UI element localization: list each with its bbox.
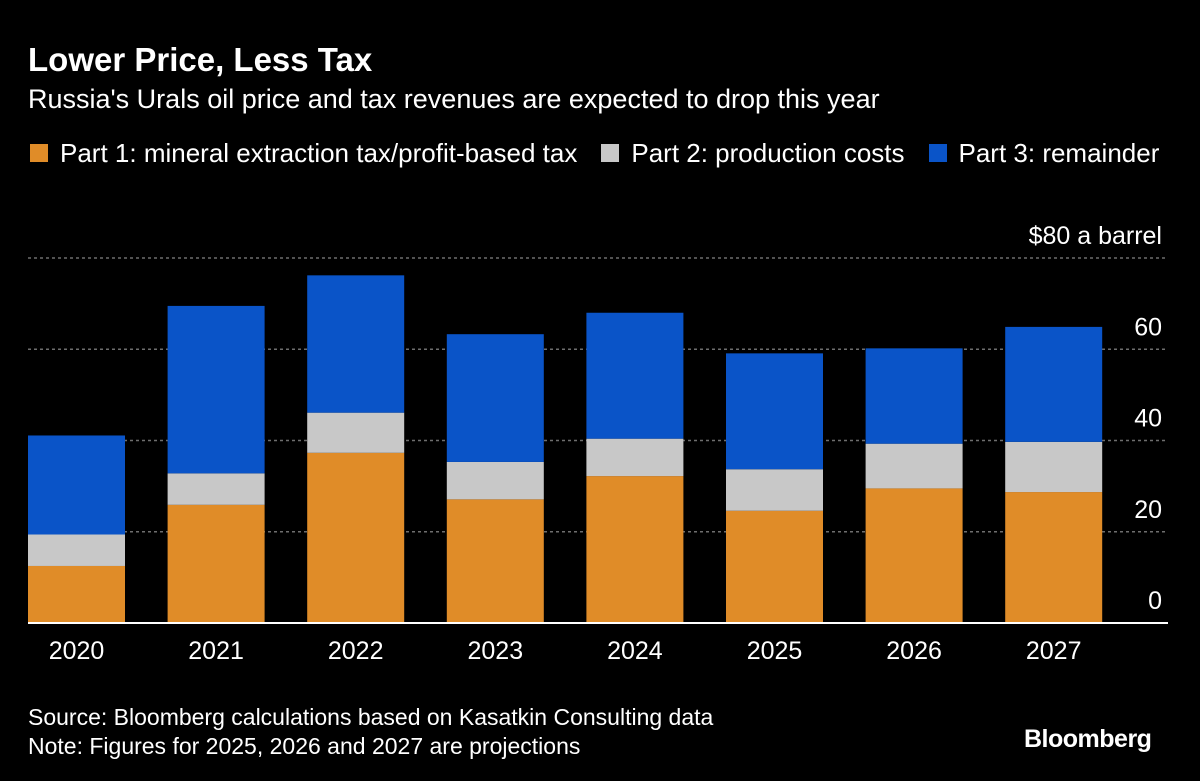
legend-swatch-part-1: [30, 144, 48, 162]
bar-segment-part-3: [167, 305, 265, 474]
y-tick-label: 40: [1134, 405, 1162, 433]
x-tick-label: 2020: [49, 637, 105, 665]
bar-segment-part-1: [726, 510, 823, 623]
x-tick-label: 2023: [467, 637, 523, 665]
chart-title: Lower Price, Less Tax: [28, 41, 373, 78]
x-tick-label: 2025: [747, 637, 803, 665]
legend-item-part-2: Part 2: production costs: [601, 137, 905, 169]
bar-segment-part-1: [28, 565, 125, 623]
legend-label-part-3: Part 3: remainder: [958, 138, 1160, 168]
legend-label-part-1: Part 1: mineral extraction tax/profit-ba…: [60, 138, 578, 168]
x-tick-label: 2021: [188, 637, 244, 665]
bar-segment-part-1: [1005, 492, 1103, 623]
legend-item-part-3: Part 3: remainder: [928, 137, 1160, 169]
note-text: Note: Figures for 2025, 2026 and 2027 ar…: [28, 733, 581, 759]
legend-label-part-2: Part 2: production costs: [631, 138, 905, 168]
bloomberg-logo: Bloomberg: [1024, 725, 1152, 753]
bar-segment-part-3: [1005, 326, 1103, 442]
y-tick-label: 0: [1148, 587, 1162, 615]
bar-segment-part-1: [865, 488, 963, 623]
x-tick-label: 2024: [607, 637, 663, 665]
bar-segment-part-3: [586, 312, 684, 439]
bar-segment-part-2: [726, 469, 823, 511]
y-tick-label: 20: [1134, 496, 1162, 524]
bar-segment-part-3: [446, 334, 544, 462]
legend-item-part-1: Part 1: mineral extraction tax/profit-ba…: [30, 137, 577, 169]
bar-segment-part-1: [167, 504, 265, 623]
bars: [28, 275, 1103, 623]
bar-segment-part-2: [167, 473, 265, 505]
bar-segment-part-1: [586, 476, 684, 623]
y-tick-label: 60: [1134, 313, 1162, 341]
bar-segment-part-3: [307, 275, 405, 413]
y-tick-label: $80 a barrel: [1029, 222, 1162, 250]
x-tick-label: 2026: [886, 637, 942, 665]
bar-segment-part-2: [586, 438, 684, 477]
source-text: Source: Bloomberg calculations based on …: [28, 704, 714, 730]
bar-segment-part-2: [28, 534, 125, 566]
bar-segment-part-1: [307, 452, 405, 623]
bar-segment-part-2: [865, 443, 963, 489]
bar-segment-part-3: [726, 353, 823, 470]
bar-segment-part-2: [1005, 441, 1103, 493]
footer-notes: Source: Bloomberg calculations based on …: [28, 703, 713, 761]
bar-segment-part-3: [865, 348, 963, 444]
bar-segment-part-3: [28, 435, 125, 535]
x-tick-label: 2022: [328, 637, 384, 665]
axes: 0 20 40 60 $80 a barrel 2020 2021 2022 2023 2024 2…: [28, 222, 1168, 665]
legend-swatch-part-2: [601, 144, 620, 162]
bar-segment-part-2: [446, 461, 544, 500]
legend: Part 1: mineral extraction tax/profit-ba…: [30, 137, 1170, 169]
bar-segment-part-1: [446, 499, 544, 623]
x-tick-label: 2027: [1026, 637, 1082, 665]
chart-subtitle: Russia's Urals oil price and tax revenue…: [28, 84, 880, 114]
bar-segment-part-2: [307, 412, 405, 453]
legend-swatch-part-3: [928, 144, 947, 162]
